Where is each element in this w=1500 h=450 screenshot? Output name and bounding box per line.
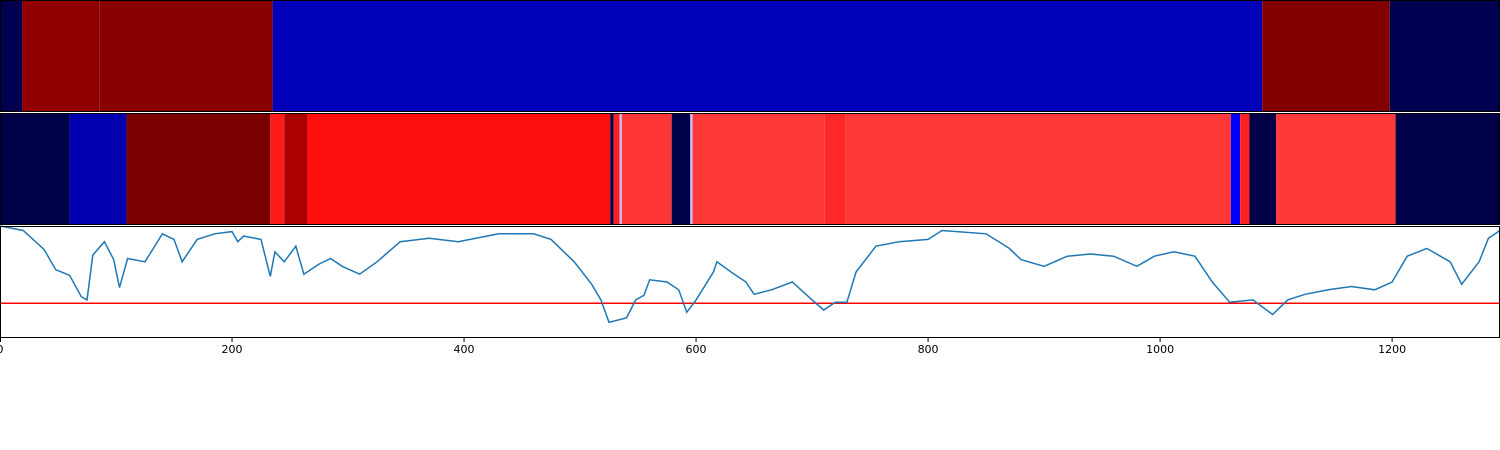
- heat-cell: [845, 113, 1231, 225]
- heat-cell: [610, 113, 614, 225]
- heat-cell: [1389, 0, 1500, 112]
- panel-frame: [0, 226, 1500, 338]
- heat-cell: [1262, 0, 1390, 112]
- heat-cell: [824, 113, 846, 225]
- heat-cell: [126, 113, 271, 225]
- heat-cell: [1395, 113, 1500, 225]
- heat-cell: [284, 113, 308, 225]
- heat-cell: [0, 0, 23, 112]
- heat-cell: [690, 113, 693, 225]
- x-tick-label: 1000: [1146, 343, 1174, 356]
- x-tick-label: 1200: [1378, 343, 1406, 356]
- line: [0, 225, 1500, 324]
- heat-cell: [1249, 113, 1277, 225]
- heat-cell: [69, 113, 127, 225]
- heat-cell: [613, 113, 620, 225]
- heat-cell: [22, 0, 100, 112]
- x-tick-label: 800: [918, 343, 939, 356]
- heat-cell: [307, 113, 611, 225]
- heat-cell: [0, 113, 70, 225]
- heat-cell: [99, 0, 273, 112]
- heat-cell: [1276, 113, 1396, 225]
- heat-cell: [270, 113, 285, 225]
- heat-cell: [272, 0, 1263, 112]
- x-tick-label: 400: [454, 343, 475, 356]
- x-tick-label: 600: [686, 343, 707, 356]
- heat-cell: [619, 113, 622, 225]
- x-tick-label: 0: [0, 343, 4, 356]
- heat-cell: [1240, 113, 1250, 225]
- heat-cell: [671, 113, 691, 225]
- x-tick-label: 200: [222, 343, 243, 356]
- heat-cell: [692, 113, 825, 225]
- heat-cell: [621, 113, 672, 225]
- heat-cell: [1230, 113, 1241, 225]
